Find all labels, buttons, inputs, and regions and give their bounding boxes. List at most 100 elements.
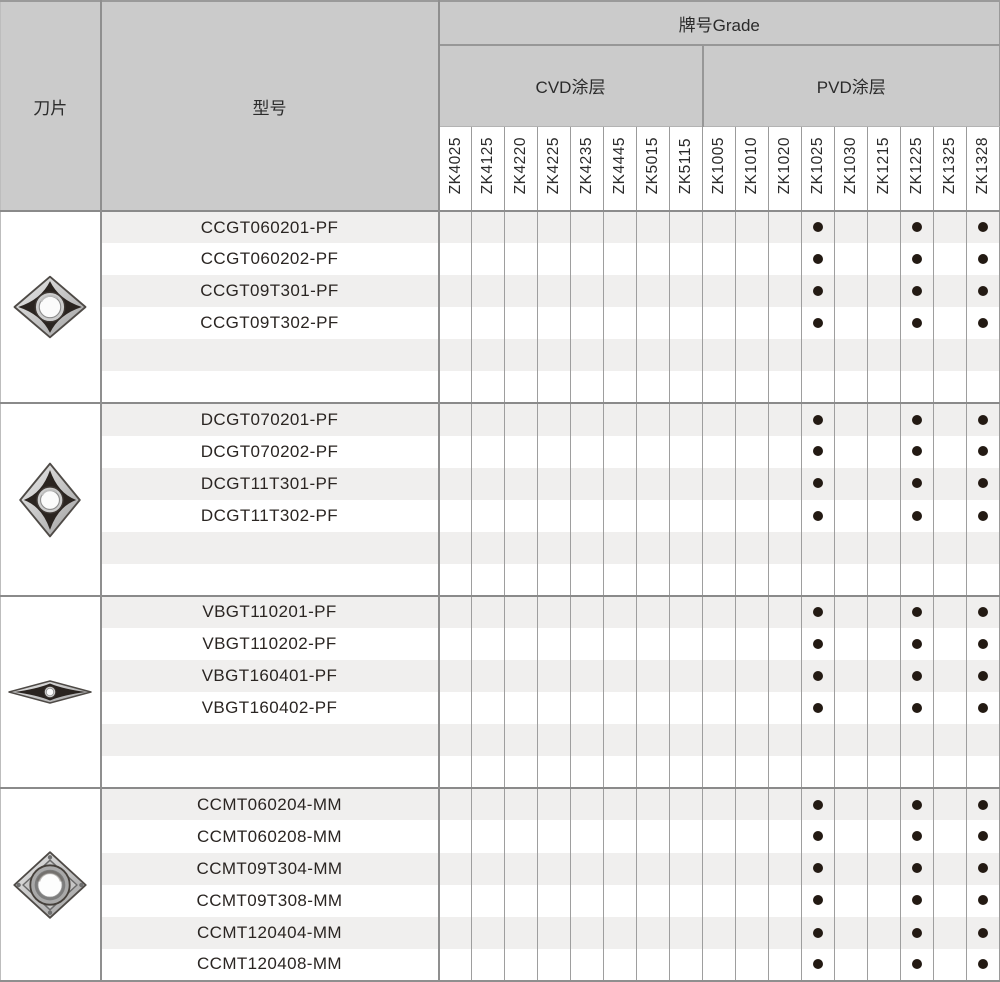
availability-dot [912,863,922,874]
grade-column-header: ZK4445 [603,126,637,212]
grade-cell-zk1328 [966,467,1000,500]
grade-cell-zk1325 [933,948,967,981]
grade-cell-zk4125 [471,948,505,981]
grade-cell-zk4220 [504,275,538,308]
grade-cell-zk1010 [735,563,769,596]
grade-cell-zk1225 [900,724,934,757]
grade-cell-zk1215 [867,531,901,564]
availability-dot [813,478,823,489]
grade-cell-zk1010 [735,531,769,564]
grade-cell-zk5115 [669,275,703,308]
grade-cell-zk1215 [867,884,901,917]
grade-cell-zk1010 [735,724,769,757]
grade-cell-zk1025 [801,531,835,564]
grade-cell-zk1010 [735,275,769,308]
table-row [1,339,1000,372]
grade-cell-zk1215 [867,852,901,885]
grade-cell-zk1030 [834,916,868,949]
grade-cell-zk5015 [636,371,670,404]
grade-cell-zk4445 [603,402,637,436]
grade-cell-zk1225 [900,852,934,885]
grade-cell-zk1020 [768,948,802,981]
grade-cell-zk5015 [636,307,670,340]
grade-cell-zk1325 [933,916,967,949]
grade-cell-zk4235 [570,467,604,500]
grade-cell-zk4025 [438,307,472,340]
grade-cell-zk4220 [504,660,538,693]
grade-cell-zk1328 [966,243,1000,276]
model-cell: VBGT110201-PF [100,594,440,629]
grade-cell-zk1215 [867,275,901,308]
grade-cell-zk1030 [834,563,868,596]
grade-cell-zk4025 [438,820,472,853]
model-cell [100,371,440,404]
model-cell: VBGT160402-PF [100,692,440,725]
grade-cell-zk4125 [471,499,505,532]
grade-cell-zk5115 [669,402,703,436]
pvd-coating-header: PVD涂层 [702,45,1000,127]
grade-cell-zk4225 [537,916,571,949]
grade-cell-zk1225 [900,563,934,596]
grade-cell-zk4445 [603,724,637,757]
availability-dot [912,446,922,457]
grade-cell-zk1020 [768,692,802,725]
availability-dot [813,510,823,521]
grade-cell-zk4125 [471,628,505,661]
grade-cell-zk5115 [669,660,703,693]
grade-cell-zk1328 [966,209,1000,244]
grade-cell-zk4220 [504,371,538,404]
grade-cell-zk5115 [669,243,703,276]
grade-cell-zk4220 [504,692,538,725]
grade-cell-zk1215 [867,660,901,693]
grade-cell-zk4025 [438,948,472,981]
grade-column-header: ZK1030 [834,126,868,212]
grade-cell-zk1325 [933,307,967,340]
grade-cell-zk1328 [966,339,1000,372]
grade-cell-zk4235 [570,948,604,981]
model-cell: CCMT09T308-MM [100,884,440,917]
grade-column-header: ZK4235 [570,126,604,212]
availability-dot [978,702,988,713]
grade-cell-zk1325 [933,660,967,693]
availability-dot [912,318,922,329]
grade-cell-zk1005 [702,435,736,468]
grade-cell-zk1325 [933,692,967,725]
grade-cell-zk1325 [933,594,967,629]
grade-cell-zk1328 [966,628,1000,661]
grade-cell-zk1010 [735,756,769,789]
grade-cell-zk1325 [933,275,967,308]
grade-cell-zk4125 [471,209,505,244]
grade-cell-zk1325 [933,499,967,532]
grade-cell-zk1325 [933,435,967,468]
grade-cell-zk4125 [471,594,505,629]
grade-cell-zk1215 [867,467,901,500]
grade-cell-zk4220 [504,563,538,596]
grade-cell-zk1010 [735,339,769,372]
grade-cell-zk5015 [636,787,670,821]
grade-cell-zk1005 [702,531,736,564]
grade-cell-zk1020 [768,371,802,404]
availability-dot [978,959,988,970]
grade-cell-zk4445 [603,594,637,629]
grade-cell-zk1225 [900,787,934,821]
grade-cell-zk4220 [504,916,538,949]
grade-cell-zk4125 [471,307,505,340]
grade-cell-zk1325 [933,756,967,789]
grade-cell-zk4445 [603,916,637,949]
grade-cell-zk4235 [570,756,604,789]
grade-cell-zk1020 [768,916,802,949]
grade-cell-zk4235 [570,852,604,885]
table-row: CCGT060201-PF [0,209,1000,404]
grade-cell-zk1020 [768,787,802,821]
table-row: CCGT060202-PF [1,243,1000,276]
grade-cell-zk4445 [603,820,637,853]
grade-cell-zk1025 [801,435,835,468]
grade-cell-zk4235 [570,692,604,725]
model-cell: VBGT110202-PF [100,628,440,661]
grade-cell-zk4235 [570,435,604,468]
grade-cell-zk4125 [471,756,505,789]
model-cell: CCGT09T301-PF [100,275,440,308]
grade-cell-zk1225 [900,467,934,500]
grade-cell-zk1225 [900,307,934,340]
grade-cell-zk5015 [636,692,670,725]
